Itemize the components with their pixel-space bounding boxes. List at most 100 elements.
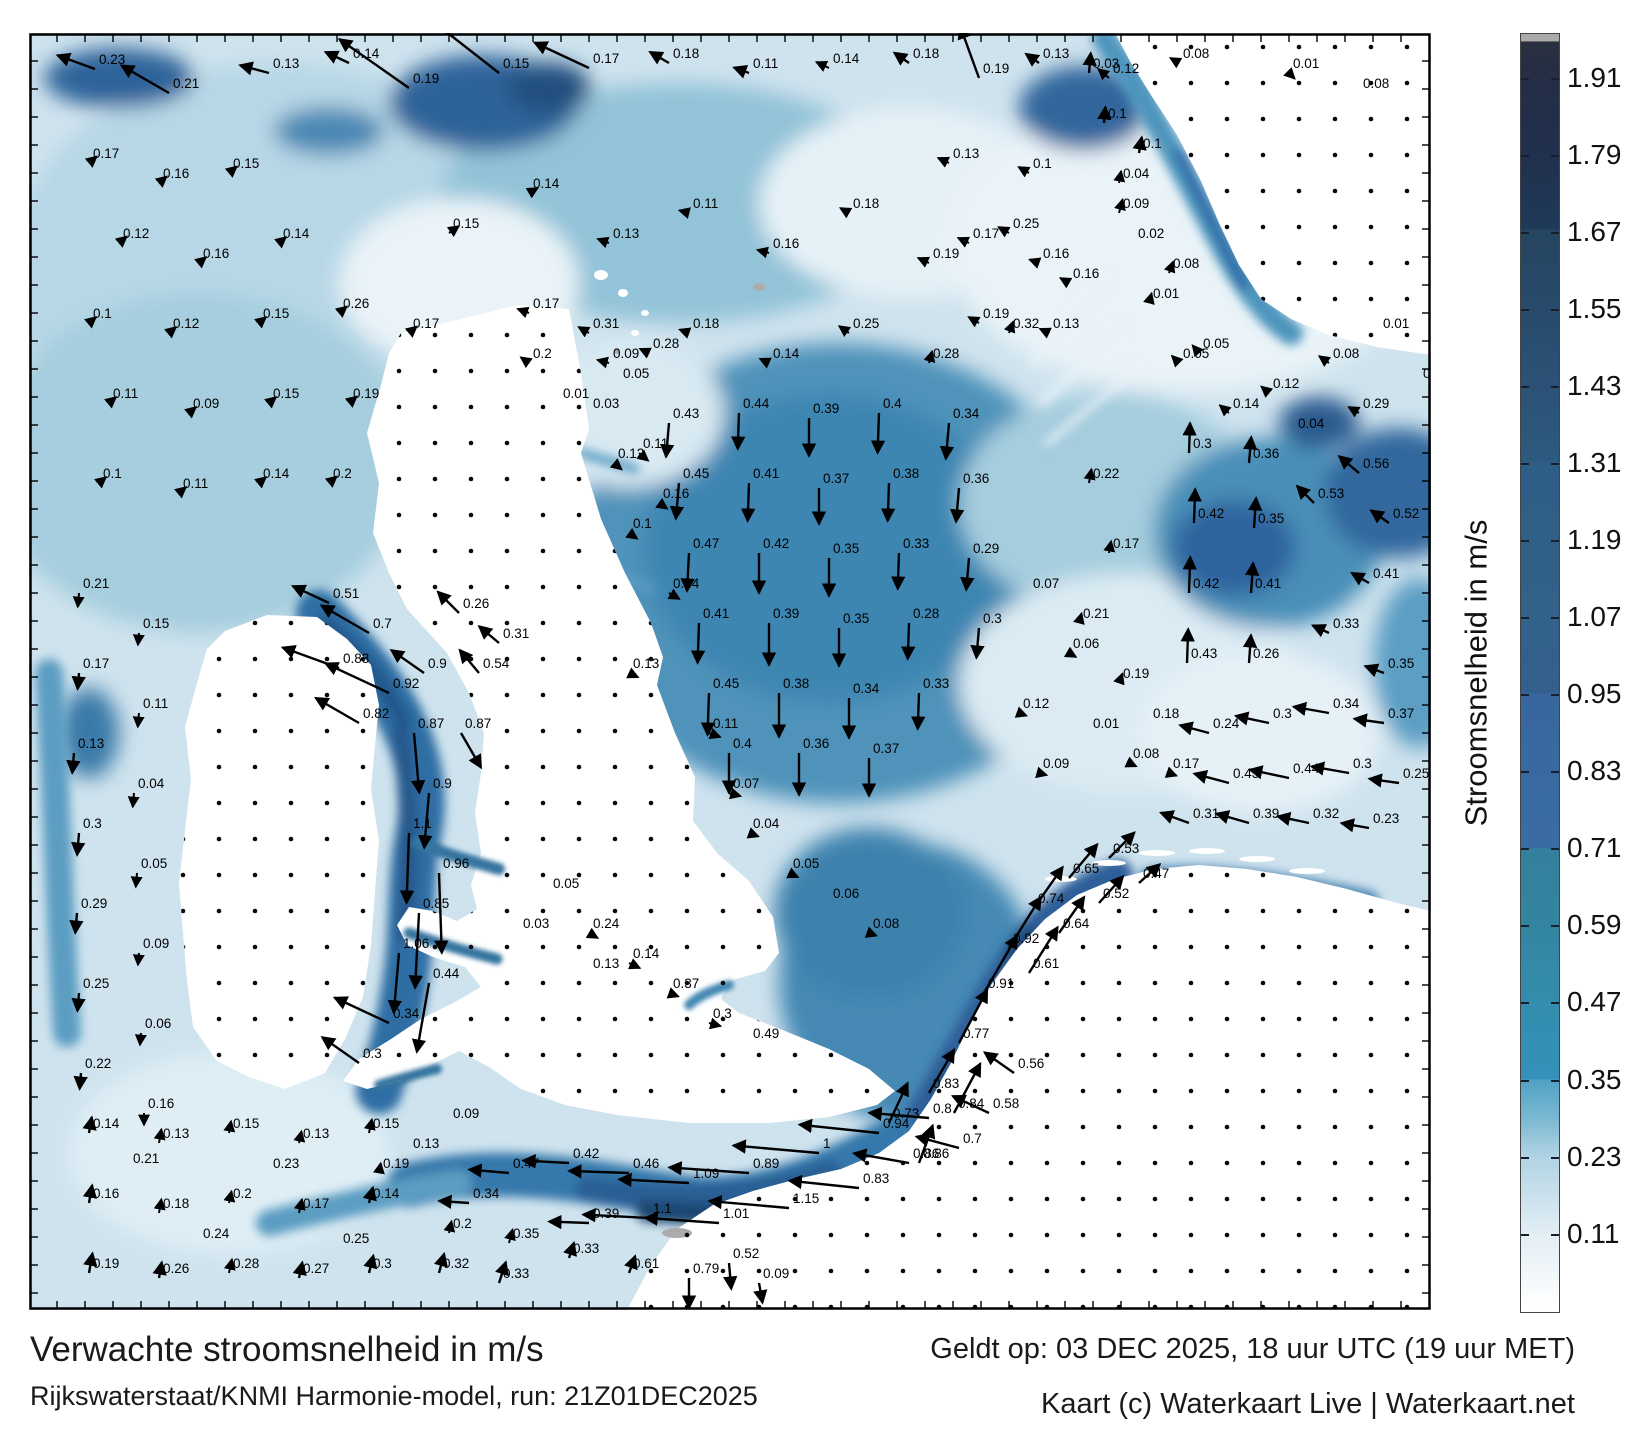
colorbar-tick [1551, 463, 1559, 466]
current-arrow [643, 1211, 720, 1226]
current-speed-label: 0.16 [163, 166, 189, 181]
current-speed-label: 0.14 [263, 466, 290, 481]
current-arrow [910, 692, 926, 731]
islet [1139, 850, 1175, 856]
current-arrow [264, 396, 278, 409]
current-speed-label: 0.61 [633, 1256, 659, 1271]
current-speed-label: 0.11 [693, 196, 718, 211]
current-arrow [753, 1282, 768, 1305]
colorbar-tick [1521, 1156, 1529, 1159]
current-speed-label: 0.45 [683, 466, 709, 481]
current-speed-label: 0.31 [593, 316, 619, 331]
current-speed-label: 0.35 [513, 1226, 539, 1241]
current-speed-label: 0.51 [333, 586, 359, 601]
current-arrow [1168, 57, 1183, 69]
current-arrow [690, 622, 706, 665]
current-speed-label: 0.16 [203, 246, 229, 261]
current-arrow [708, 727, 722, 740]
current-speed-label: 0.29 [81, 896, 107, 911]
islet [1239, 856, 1275, 862]
current-arrow [787, 1174, 860, 1190]
current-speed-label: 0.05 [793, 856, 819, 871]
current-speed-label: 0.13 [273, 56, 299, 71]
current-arrow [880, 482, 896, 523]
current-speed-label: 0.05 [1203, 336, 1229, 351]
current-arrow [1245, 561, 1260, 594]
current-arrow [755, 246, 770, 259]
current-arrow [1124, 756, 1138, 768]
map-border [29, 33, 1431, 1310]
colorbar-tick [1551, 309, 1559, 312]
current-arrow [927, 1048, 956, 1094]
current-speed-label: 0.14 [773, 346, 800, 361]
current-speed-label: 0.21 [133, 1151, 159, 1166]
current-speed-label: 0.06 [1423, 366, 1431, 381]
current-arrow [624, 1254, 638, 1274]
current-arrow [1068, 842, 1099, 879]
current-speed-label: 0.65 [1073, 861, 1099, 876]
current-speed-label: 0.38 [893, 466, 919, 481]
current-speed-label: 0.17 [93, 146, 119, 161]
current-arrow [1159, 810, 1190, 825]
current-speed-label: 0.56 [1363, 456, 1389, 471]
current-speed-label: 0.36 [963, 471, 989, 486]
current-speed-label: 0.02 [1138, 226, 1164, 241]
current-speed-label: 0.24 [593, 916, 620, 931]
current-arrow [951, 1094, 990, 1115]
current-arrow [939, 422, 955, 461]
current-arrow [1310, 624, 1330, 638]
current-arrow [887, 1081, 909, 1124]
current-arrow [314, 696, 360, 725]
current-speed-label: 0.03 [593, 396, 619, 411]
current-arrow [254, 316, 268, 329]
current-speed-label: 0.19 [933, 246, 959, 261]
current-speed-label: 0.15 [273, 386, 299, 401]
current-speed-label: 0.16 [663, 486, 689, 501]
current-speed-label: 0.12 [1113, 61, 1139, 76]
current-speed-label: 0.25 [83, 976, 109, 991]
colorbar-tick [1551, 771, 1559, 774]
colorbar-tick-label: 0.35 [1567, 1063, 1622, 1095]
current-speed-label: 0.33 [1333, 616, 1359, 631]
current-speed-label: 0.03 [523, 916, 549, 931]
current-speed-label: 0.11 [753, 56, 778, 71]
current-arrow [84, 155, 98, 168]
current-arrow [581, 1208, 650, 1223]
current-arrow [957, 988, 989, 1044]
current-speed-label: 0.05 [1183, 346, 1209, 361]
current-speed-label: 0.4 [883, 396, 902, 411]
land-mass [343, 305, 895, 1123]
current-speed-label: 0.01 [1153, 286, 1179, 301]
current-speed-label: 0.01 [1293, 56, 1319, 71]
current-speed-label: 0.34 [673, 576, 700, 591]
colorbar-tick [1521, 1002, 1529, 1005]
current-arrow [1291, 701, 1330, 717]
current-arrow [132, 632, 145, 647]
current-speed-label: 0.14 [353, 46, 380, 61]
current-speed-label: 0.28 [913, 606, 939, 621]
current-speed-label: 0.21 [173, 76, 199, 91]
current-speed-label: 0.3 [1273, 706, 1292, 721]
current-arrow [740, 482, 756, 523]
current-arrow [332, 996, 390, 1025]
current-speed-label: 0.16 [93, 1186, 119, 1201]
current-speed-label: 0.34 [393, 1006, 420, 1021]
current-arrow [1003, 320, 1016, 334]
current-arrow [1178, 721, 1210, 736]
current-arrow [677, 207, 691, 219]
current-speed-label: 0.3 [363, 1046, 382, 1061]
current-arrow [1191, 344, 1204, 358]
current-speed-label: 0.05 [141, 856, 167, 871]
current-arrow [1138, 862, 1162, 884]
current-arrow [434, 872, 449, 955]
current-speed-label: 0.14 [633, 946, 660, 961]
colorbar-overflow-cap [1521, 34, 1559, 42]
current-arrow [1367, 773, 1400, 788]
current-speed-label: 0.23 [99, 52, 125, 67]
current-speed-label: 0.52 [1393, 506, 1419, 521]
current-arrow [363, 1253, 378, 1274]
current-speed-label: 0.18 [163, 1196, 189, 1211]
current-arrow [119, 64, 170, 95]
current-arrow [936, 156, 951, 168]
